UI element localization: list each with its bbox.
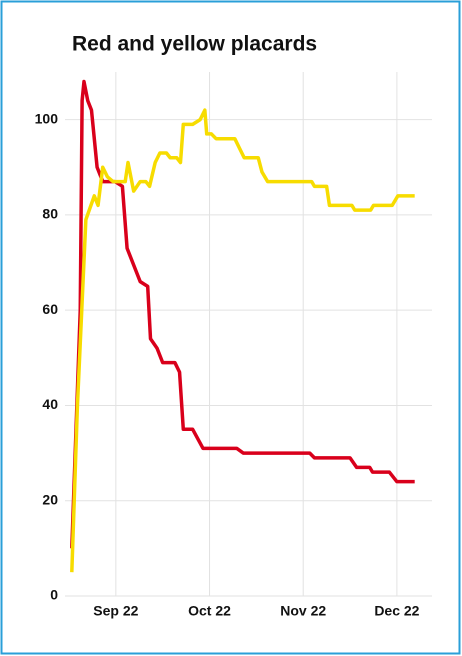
line — [70, 79, 415, 549]
x-tick-label: Dec 22 — [374, 603, 419, 619]
x-tick-label: Sep 22 — [93, 603, 138, 619]
line — [70, 108, 415, 573]
y-tick-label: 100 — [35, 110, 59, 126]
x-tick-label: Nov 22 — [280, 603, 326, 619]
chart-title: Red and yellow placards — [72, 33, 317, 56]
y-tick-label: 20 — [42, 491, 58, 507]
y-tick-label: 80 — [42, 206, 58, 222]
y-tick-label: 40 — [42, 396, 58, 412]
x-tick-label: Oct 22 — [188, 603, 231, 619]
y-tick-label: 60 — [42, 301, 58, 317]
y-tick-label: 0 — [50, 587, 58, 603]
